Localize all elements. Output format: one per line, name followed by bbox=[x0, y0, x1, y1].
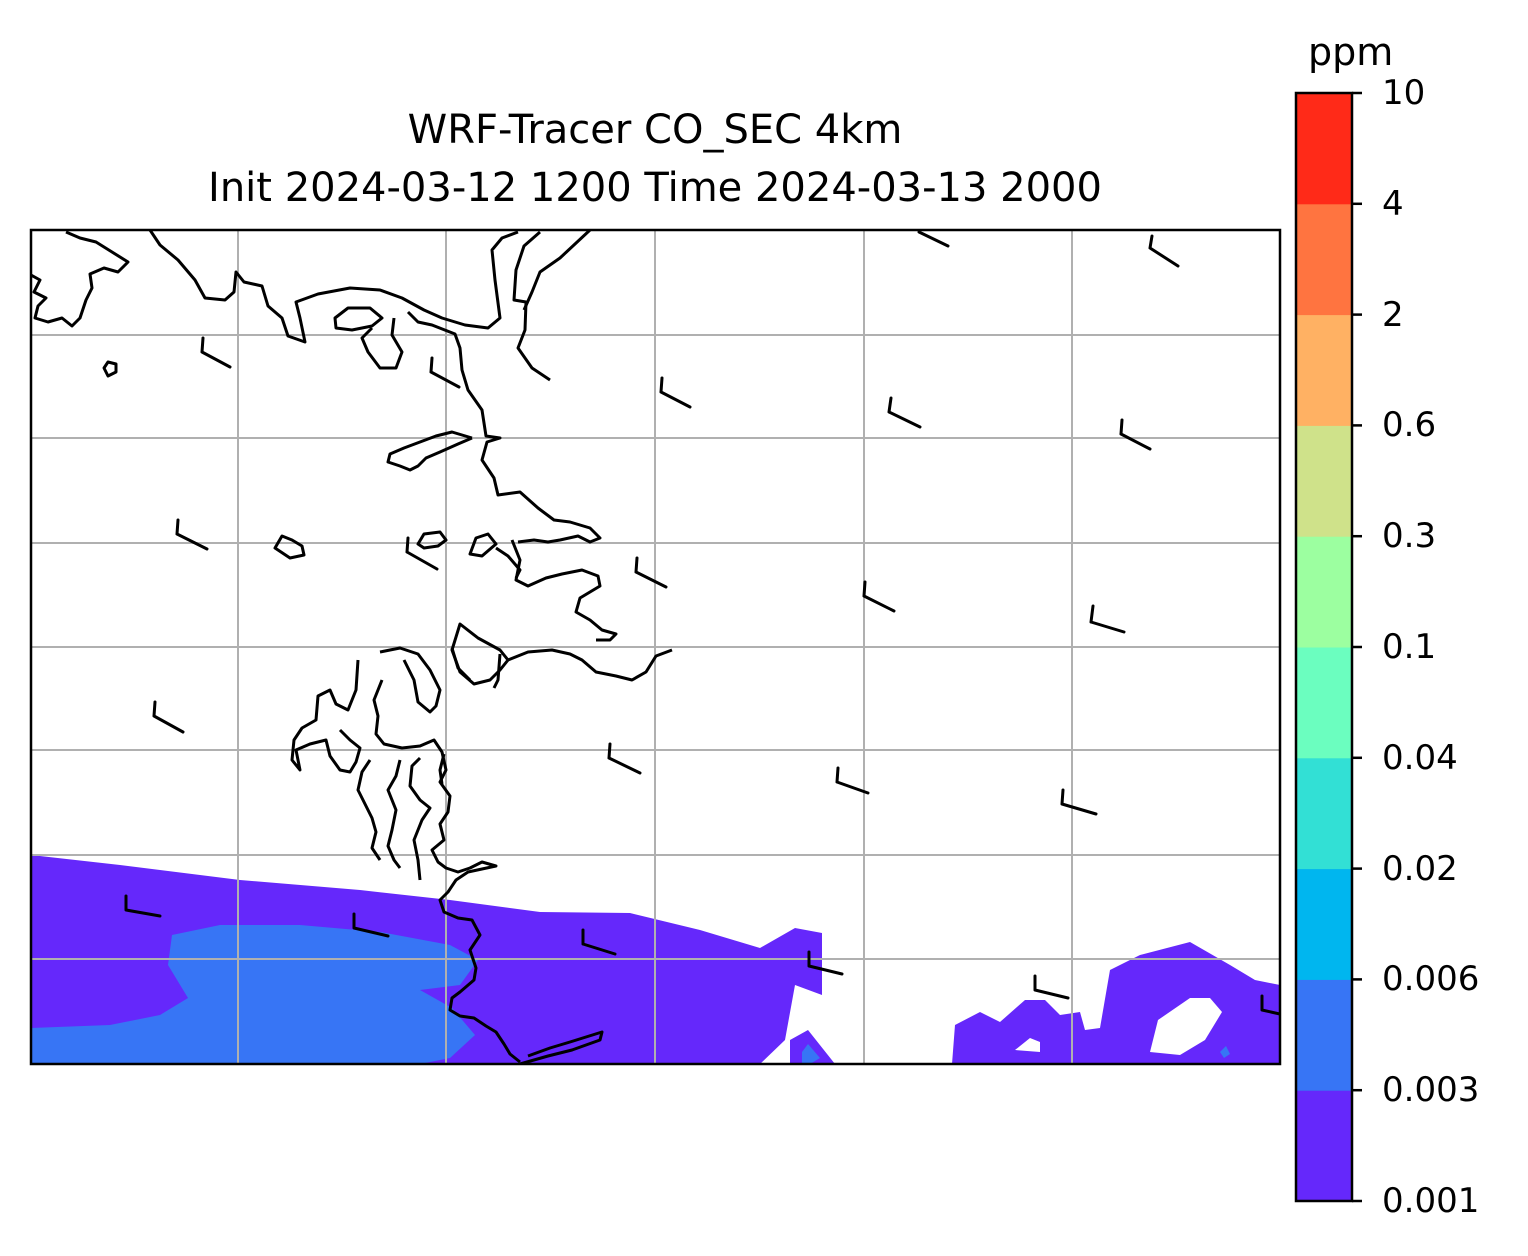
colorbar-tick-marks bbox=[1352, 91, 1362, 1203]
colorbar-swatch bbox=[1296, 647, 1352, 759]
colorbar-tick-label: 2 bbox=[1382, 294, 1404, 335]
colorbar-swatch bbox=[1296, 425, 1352, 537]
colorbar-swatch bbox=[1296, 203, 1352, 316]
colorbar-tick-label: 0.04 bbox=[1382, 737, 1458, 778]
coastlines bbox=[31, 230, 673, 1064]
colorbar-swatch bbox=[1296, 757, 1352, 870]
colorbar-tick-label: 0.1 bbox=[1382, 627, 1437, 667]
colorbar-tick-label: 0.001 bbox=[1382, 1181, 1480, 1221]
colorbar-swatch bbox=[1296, 868, 1352, 980]
colorbar-tick-label: 0.02 bbox=[1382, 848, 1458, 889]
map-subtitle: Init 2024-03-12 1200 Time 2024-03-13 200… bbox=[208, 165, 1102, 211]
tracer-gap bbox=[1015, 998, 1222, 1055]
colorbar-swatch bbox=[1296, 536, 1352, 648]
wind-barbs bbox=[124, 230, 1280, 1016]
colorbar-swatch bbox=[1296, 1090, 1352, 1202]
colorbar bbox=[1296, 93, 1352, 1202]
map-title: WRF-Tracer CO_SEC 4km bbox=[407, 107, 903, 153]
colorbar-tick-label: 4 bbox=[1382, 183, 1404, 224]
colorbar-swatch bbox=[1296, 93, 1352, 205]
colorbar-unit-label: ppm bbox=[1308, 30, 1394, 74]
map-frame bbox=[29, 228, 1282, 1066]
gridlines bbox=[31, 230, 1280, 1064]
colorbar-tick-label: 0.3 bbox=[1382, 516, 1437, 557]
colorbar-tick-label: 0.006 bbox=[1382, 959, 1480, 1000]
colorbar-swatch bbox=[1296, 979, 1352, 1091]
colorbar-tick-label: 0.003 bbox=[1382, 1070, 1480, 1111]
colorbar-tick-label: 10 bbox=[1382, 73, 1426, 113]
colorbar-tick-label: 0.6 bbox=[1382, 405, 1437, 446]
map-panel bbox=[31, 230, 1280, 1064]
colorbar-swatch bbox=[1296, 314, 1352, 426]
